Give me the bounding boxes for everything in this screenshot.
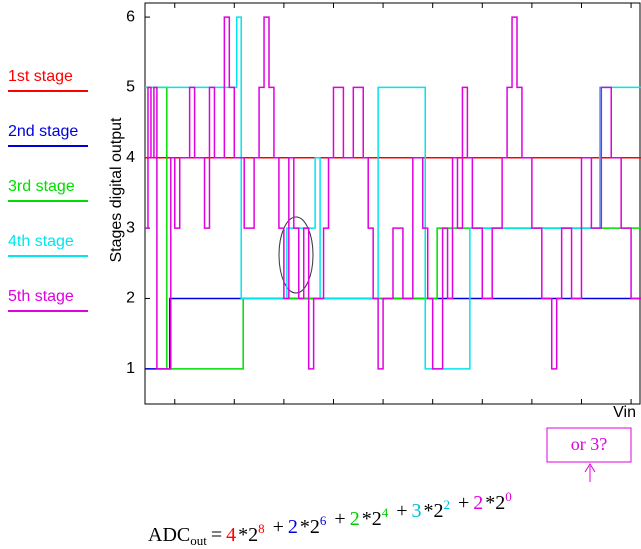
formula-exp: 0 — [505, 489, 512, 504]
x-axis-label: Vin — [613, 404, 636, 421]
formula-sign: + — [458, 492, 469, 514]
series-line — [145, 16, 641, 370]
series-line — [145, 16, 641, 370]
annotation: or 3? — [571, 434, 607, 454]
formula-sign: + — [334, 508, 345, 530]
legend-label: 2nd stage — [8, 123, 78, 140]
formula-exp: 6 — [320, 513, 327, 528]
formula-coef: 2 — [473, 492, 483, 514]
formula-coef: 2 — [288, 516, 298, 538]
y-axis-label: Stages digital output — [108, 117, 125, 263]
arrow-head — [584, 463, 596, 473]
y-tick-label: 4 — [126, 149, 135, 166]
y-tick-label: 1 — [126, 360, 135, 377]
formula-coef: 3 — [411, 500, 421, 522]
formula-sub: out — [190, 533, 207, 548]
formula: ADCout = 4 *28 +2 *26 +2 *24 +3 *22 +2 *20 — [148, 489, 512, 548]
legend-label: 1st stage — [8, 68, 73, 85]
plot-frame — [144, 2, 641, 405]
formula-sign: + — [396, 500, 407, 522]
y-tick-label: 6 — [126, 8, 135, 25]
y-tick-label: 5 — [126, 79, 135, 96]
formula-base: *2 — [300, 516, 320, 538]
legend-label: 3rd stage — [8, 178, 75, 195]
formula-eq: = — [211, 524, 222, 546]
formula-lhs: ADC — [148, 524, 190, 546]
formula-sign: + — [273, 516, 284, 538]
series-line — [145, 86, 641, 370]
legend-label: 5th stage — [8, 288, 74, 305]
formula-base: *2 — [362, 508, 382, 530]
formula-base: *2 — [238, 524, 258, 546]
y-tick-label: 3 — [126, 219, 135, 236]
formula-exp: 4 — [382, 505, 389, 520]
highlight-ellipse — [278, 216, 314, 294]
formula-coef: 2 — [350, 508, 360, 530]
formula-exp: 8 — [258, 521, 265, 536]
y-tick-label: 2 — [126, 290, 135, 307]
formula-base: *2 — [423, 500, 443, 522]
annotation-box — [546, 427, 632, 463]
formula-coef: 4 — [226, 524, 236, 546]
series-line — [145, 297, 641, 370]
legend-label: 4th stage — [8, 233, 74, 250]
formula-base: *2 — [485, 492, 505, 514]
formula-exp: 2 — [443, 497, 450, 512]
